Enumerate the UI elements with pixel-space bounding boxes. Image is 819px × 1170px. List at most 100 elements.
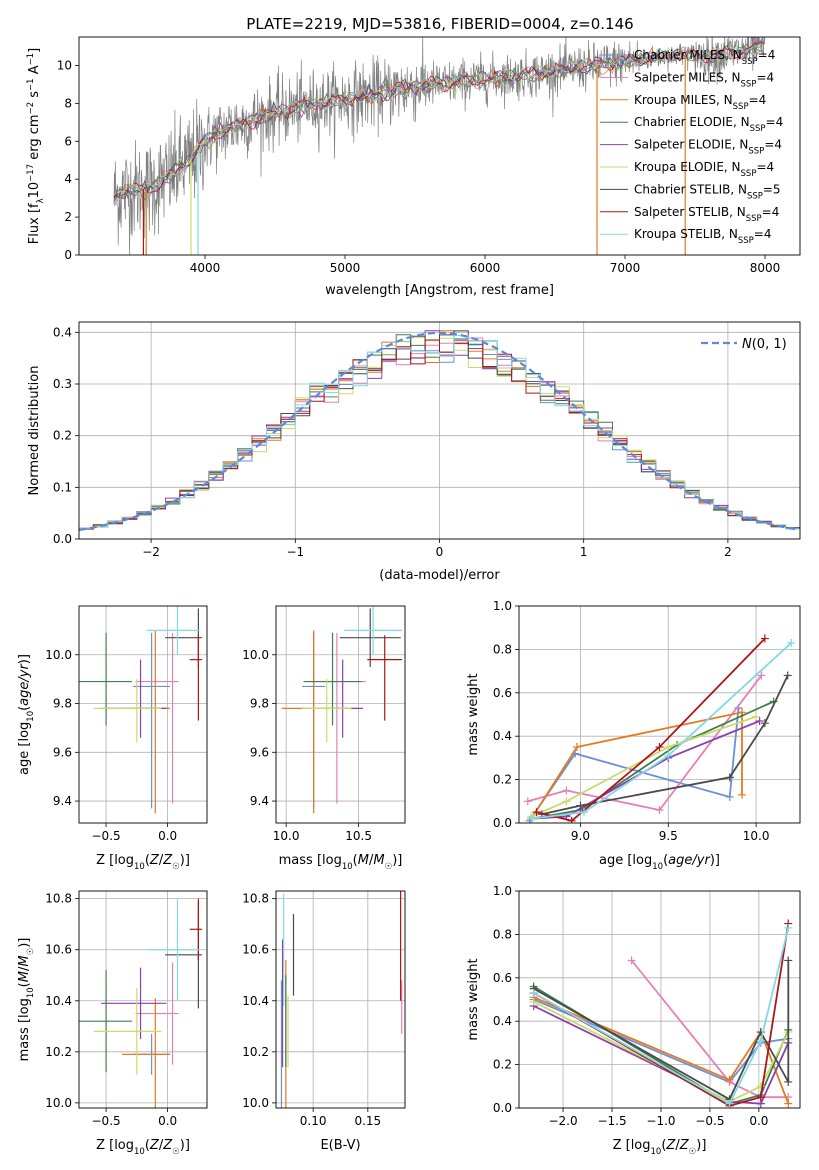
panel-age-Z: −0.5 0.0 9.4 9.6 9.8 10.0 Z [log10(Z/Z☉)] age [… xyxy=(17,605,208,872)
weight-marker xyxy=(725,792,734,801)
y-tick-label: 0.8 xyxy=(493,927,512,941)
weight-marker xyxy=(664,751,673,760)
y-tick-label: 9.8 xyxy=(53,697,72,711)
x-tick-label: 2 xyxy=(724,545,732,559)
model-line xyxy=(113,41,764,199)
x-tick-label: 0.0 xyxy=(749,1114,768,1128)
weight-marker xyxy=(757,671,766,680)
x-tick-label: −0.5 xyxy=(695,1114,724,1128)
weight-marker xyxy=(784,1099,793,1108)
weight-marker xyxy=(655,805,664,814)
weight-marker xyxy=(576,801,585,810)
weight-marker xyxy=(655,743,664,752)
histogram-step xyxy=(79,335,800,530)
weight-line xyxy=(533,998,789,1084)
x-tick-label: 6000 xyxy=(470,261,501,275)
y-axis-label: Flux [fλ10−17 erg cm−2 s−1 A−1] xyxy=(26,48,46,244)
x-axis-label: (data-model)/error xyxy=(379,568,500,583)
y-tick-label: 6 xyxy=(64,134,72,148)
y-tick-label: 10.6 xyxy=(45,943,72,957)
y-tick-label: 9.8 xyxy=(250,697,269,711)
x-tick-label: 4000 xyxy=(190,261,221,275)
weight-marker xyxy=(527,814,536,823)
y-tick-label: 1.0 xyxy=(493,884,512,898)
x-tick-label: 10.0 xyxy=(273,829,300,843)
weight-age-plot-area xyxy=(519,606,800,823)
y-tick-label: 0.2 xyxy=(53,429,72,443)
x-tick-label: 7000 xyxy=(610,261,641,275)
y-tick-label: 0.8 xyxy=(493,642,512,656)
y-tick-label: 10.0 xyxy=(45,1096,72,1110)
y-tick-label: 0.1 xyxy=(53,480,72,494)
y-tick-label: 0.2 xyxy=(493,1058,512,1072)
y-tick-label: 10 xyxy=(57,58,72,72)
legend-entry: Chabrier ELODIE, NSSP=4 xyxy=(634,115,783,134)
x-tick-label: 8000 xyxy=(750,261,781,275)
weight-marker xyxy=(787,638,796,647)
weight-marker xyxy=(532,808,541,817)
weight-marker xyxy=(755,717,764,726)
x-axis-label: E(B-V) xyxy=(320,1138,360,1153)
axes-frame xyxy=(78,605,208,824)
y-tick-label: 0.6 xyxy=(493,971,512,985)
axes-frame xyxy=(518,890,801,1109)
y-tick-label: 0 xyxy=(64,248,72,262)
y-tick-label: 10.0 xyxy=(242,1096,269,1110)
x-tick-label: 1 xyxy=(580,545,588,559)
weight-marker xyxy=(752,712,761,721)
weight-marker xyxy=(523,797,532,806)
legend-entry: Kroupa ELODIE, NSSP=4 xyxy=(634,160,774,179)
axes-frame xyxy=(518,605,801,824)
y-tick-label: 0.4 xyxy=(53,325,72,339)
x-tick-label: 10.5 xyxy=(345,829,372,843)
y-tick-label: 0.2 xyxy=(493,773,512,787)
y-tick-label: 0.6 xyxy=(493,686,512,700)
weight-line xyxy=(527,674,763,811)
x-tick-label: −2 xyxy=(142,545,160,559)
weight-line xyxy=(533,927,790,1105)
x-tick-label: 10.0 xyxy=(743,829,770,843)
x-tick-label: −0.5 xyxy=(92,829,121,843)
y-tick-label: 10.4 xyxy=(242,994,269,1008)
weight-marker xyxy=(760,634,769,643)
y-tick-label: 10.8 xyxy=(242,892,269,906)
weight-marker xyxy=(664,743,673,752)
panel-age-mass: 10.0 10.5 9.4 9.6 9.8 10.0 mass [log10(M/M☉)] xyxy=(242,605,406,872)
weight-marker xyxy=(756,1082,765,1091)
weight-line xyxy=(533,1005,790,1105)
y-tick-label: 8 xyxy=(64,96,72,110)
weight-line xyxy=(533,985,790,1105)
axes-frame xyxy=(78,890,208,1109)
y-tick-label: 10.0 xyxy=(45,648,72,662)
legend-entry: N(0, 1) xyxy=(742,337,787,352)
weight-marker xyxy=(572,743,581,752)
x-tick-label: 0.0 xyxy=(158,1114,177,1128)
panel-mass-Z: −0.5 0.0 10.0 10.2 10.4 10.6 10.8 Z [log10(Z/Z☉… xyxy=(17,890,208,1157)
y-axis-label: age [log10(age/yr)] xyxy=(17,654,36,775)
weight-marker xyxy=(725,1099,734,1108)
weight-marker xyxy=(529,988,538,997)
y-tick-label: 10.0 xyxy=(242,648,269,662)
weight-marker xyxy=(562,786,571,795)
weight-marker xyxy=(756,1093,765,1102)
y-tick-label: 0.3 xyxy=(53,377,72,391)
x-axis-label: wavelength [Angstrom, rest frame] xyxy=(325,283,554,298)
y-axis-label: mass weight xyxy=(466,958,481,1040)
panel-mass-EBV: 0.10 0.15 10.0 10.2 10.4 10.6 10.8 E(B-V) xyxy=(242,890,406,1153)
legend-entry: Chabrier STELIB, NSSP=5 xyxy=(634,182,781,201)
x-axis-label: mass [log10(M/M☉)] xyxy=(279,853,403,872)
panel-weight-Z: −2.0 −1.5 −1.0 −0.5 0.0 0.0 0.2 0.4 0.6 0.8 1.0 Z [… xyxy=(466,884,801,1157)
weight-line xyxy=(533,1000,790,1103)
legend-entry: Kroupa MILES, NSSP=4 xyxy=(634,93,766,112)
y-tick-label: 10.2 xyxy=(242,1045,269,1059)
mass-EBV-plot-area xyxy=(276,891,405,1108)
axes-frame xyxy=(78,36,801,256)
model-line xyxy=(113,45,764,204)
x-tick-label: 0.10 xyxy=(300,1114,327,1128)
axes-frame xyxy=(78,321,801,540)
weight-line xyxy=(530,715,757,818)
weight-line xyxy=(531,720,760,820)
x-tick-label: −0.5 xyxy=(92,1114,121,1128)
weight-line xyxy=(531,700,775,820)
weight-marker xyxy=(627,956,636,965)
